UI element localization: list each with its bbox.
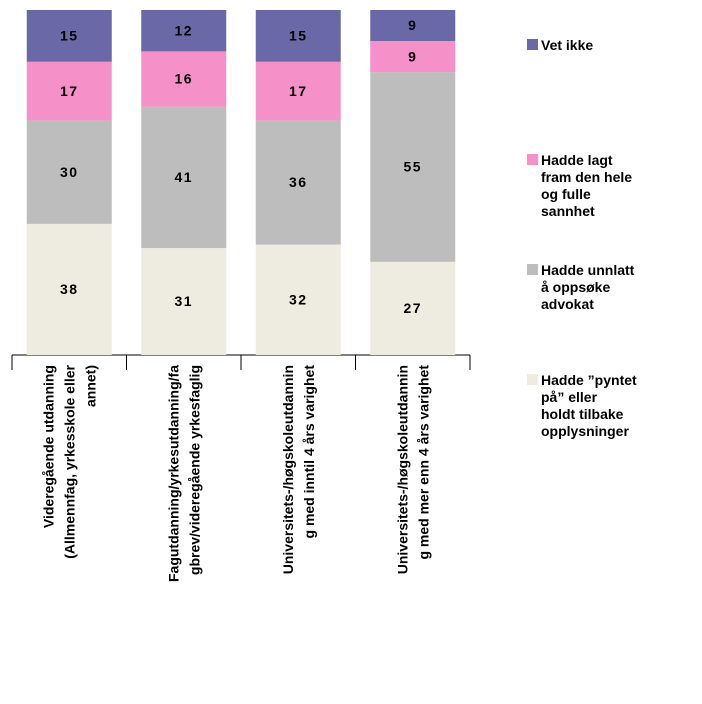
legend-label-line: fram den hele: [541, 169, 632, 185]
bar-segment: [141, 10, 227, 52]
data-label: 16: [174, 71, 193, 87]
data-label: 15: [289, 28, 308, 44]
data-label: 9: [408, 17, 417, 33]
x-tick-label-line: Fagutdanning/yrkesutdanning/fa: [165, 365, 181, 582]
bar-segment: [255, 120, 341, 245]
legend-swatch: [527, 39, 538, 50]
data-label: 55: [403, 159, 422, 175]
legend-label-line: sannhet: [541, 203, 595, 219]
bar-segment: [26, 10, 112, 62]
x-tick-label: Fagutdanning/yrkesutdanning/fa gbrev/vide…: [165, 365, 202, 582]
data-label: 38: [60, 281, 79, 297]
bar-segment: [255, 244, 341, 355]
legend-label-line: Vet ikke: [541, 37, 593, 53]
x-tick-label: Videregående utdanning (Allmennfag, yrkes…: [40, 364, 98, 558]
x-tick-label-line: (Allmennfag, yrkesskole eller: [61, 364, 77, 558]
legend-swatch: [527, 264, 538, 275]
data-label: 31: [174, 293, 193, 309]
bar-segment: [370, 72, 456, 262]
x-tick-label-line: Universitets-/høgskoleutdannin: [280, 365, 296, 574]
bar-segment: [141, 51, 227, 107]
data-label: 15: [60, 28, 79, 44]
x-tick-label-line: Videregående utdanning: [40, 365, 56, 528]
x-tick-label-line: annet): [82, 365, 98, 407]
legend-label: Hadde lagt fram den hele og fulle sannhet: [541, 152, 632, 219]
legend-label: Vet ikke: [541, 37, 593, 53]
data-label: 9: [408, 48, 417, 64]
legend-label-line: og fulle: [541, 186, 591, 202]
x-tick-label-line: Universitets-/høgskoleutdannin: [394, 365, 410, 574]
data-label: 36: [289, 174, 308, 190]
data-label: 17: [60, 83, 79, 99]
bar-segment: [26, 61, 112, 121]
data-label: 30: [60, 164, 79, 180]
bar-segment: [141, 248, 227, 355]
bar-segment: [370, 261, 456, 355]
legend-label-line: opplysninger: [541, 423, 629, 439]
x-tick-label-line: g med inntil 4 års varighet: [301, 365, 317, 539]
legend-label-line: holdt tilbake: [541, 406, 624, 422]
legend-label-line: advokat: [541, 296, 594, 312]
bar-segment: [26, 223, 112, 355]
legend-swatch: [527, 374, 538, 385]
legend-label-line: Hadde ”pyntet: [541, 372, 637, 388]
legend-label-line: på” eller: [541, 389, 598, 405]
data-label: 32: [289, 292, 308, 308]
bar-segment: [26, 120, 112, 224]
x-tick-label-line: gbrev/videregående yrkesfaglig: [186, 365, 202, 575]
legend-label: Hadde unnlatt å oppsøke advokat: [541, 262, 635, 312]
bar-segment: [370, 41, 456, 73]
x-tick-label: Universitets-/høgskoleutdannin g med mer …: [394, 365, 431, 575]
data-label: 17: [289, 83, 308, 99]
data-label: 27: [403, 300, 422, 316]
x-tick-label-line: g med mer enn 4 års varighet: [415, 365, 431, 560]
legend-label: Hadde ”pyntet på” eller holdt tilbake opply…: [541, 372, 637, 439]
bar-segment: [141, 106, 227, 249]
bar-segment: [255, 61, 341, 121]
data-label: 12: [174, 22, 193, 38]
legend-label-line: å oppsøke: [541, 279, 610, 295]
x-tick-label: Universitets-/høgskoleutdannin g med innt…: [280, 365, 317, 575]
legend-label-line: Hadde unnlatt: [541, 262, 635, 278]
bar-segment: [370, 10, 456, 42]
legend-label-line: Hadde lagt: [541, 152, 613, 168]
bar-segment: [255, 10, 341, 62]
data-label: 41: [174, 169, 193, 185]
legend-swatch: [527, 154, 538, 165]
